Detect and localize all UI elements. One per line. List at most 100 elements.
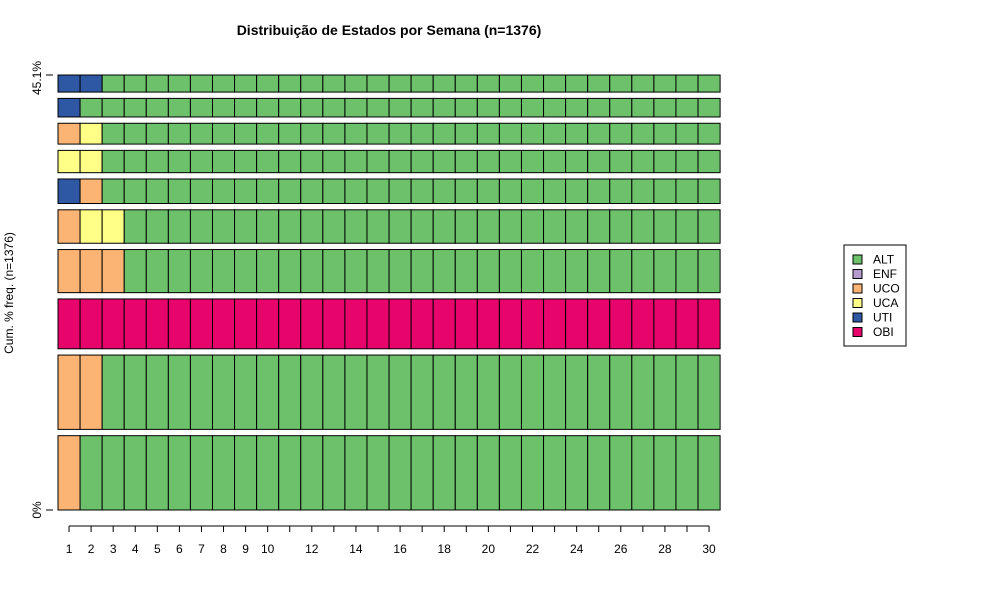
bar-segment-alt [322,435,346,511]
bar-segment-alt [211,435,236,511]
bar-segment-alt [256,209,280,244]
bar-segment-alt [300,97,324,118]
bar-segment-alt [697,249,721,294]
bar-segment-alt [167,149,191,174]
bar-segment-alt [278,209,302,244]
bar-segment-alt [189,249,213,294]
legend-item-uco: UCO [852,282,900,296]
bar-segment-uti [57,178,81,205]
bar-segment-alt [631,249,655,294]
bar-segment-obi [211,298,236,350]
bar-segment-obi [520,298,545,350]
bar-segment-alt [101,178,125,205]
bar-segment-obi [189,298,213,350]
bar-segment-uco [57,209,81,244]
x-tick-label: 18 [438,542,452,556]
bar-segment-alt [256,249,280,294]
bar-segment-alt [697,122,721,145]
bar-segment-alt [300,122,324,145]
bar-segment-alt [565,149,589,174]
bar-segment-alt [278,122,302,145]
bar-segment-obi [234,298,258,350]
bar-segment-alt [432,354,456,430]
bar-segment-alt [123,97,147,118]
bar-segment-alt [410,249,434,294]
bar-segment-alt [366,249,390,294]
bar-segment-alt [432,97,456,118]
bar-segment-alt [675,249,699,294]
bar-segment-obi [388,298,412,350]
bar-segment-alt [454,122,478,145]
legend-swatch [852,254,863,265]
bar-segment-alt [278,435,302,511]
bar-segment-alt [476,74,500,93]
bar-segment-obi [79,298,103,350]
bar-segment-obi [123,298,147,350]
legend-swatch [852,312,863,323]
bar-segment-alt [145,209,169,244]
bar-segment-uco [57,354,81,430]
bar-segment-obi [366,298,390,350]
bar-segment-obi [278,298,302,350]
bar-segment-alt [366,122,390,145]
bar-segment-alt [520,209,545,244]
bar-segment-alt [565,122,589,145]
legend-item-obi: OBI [852,325,894,339]
bar-segment-alt [344,97,368,118]
bar-segment-alt [653,97,677,118]
bar-segment-alt [609,149,633,174]
bar-segment-alt [167,97,191,118]
bar-segment-alt [344,435,368,511]
bar-segment-alt [322,178,346,205]
bar-segment-alt [697,178,721,205]
bar-segment-alt [145,435,169,511]
sequence-row [57,249,721,294]
bar-segment-alt [476,149,500,174]
legend-label: OBI [873,325,894,339]
bar-segment-uti [57,74,81,93]
bar-segment-alt [543,74,567,93]
bar-segment-alt [520,435,545,511]
bar-segment-alt [697,149,721,174]
bar-segment-alt [543,249,567,294]
legend-item-uti: UTI [852,311,892,325]
bar-segment-alt [189,149,213,174]
bar-segment-alt [366,435,390,511]
bar-segment-alt [211,354,236,430]
bar-segment-alt [587,249,611,294]
bar-segment-alt [344,149,368,174]
bar-segment-alt [565,354,589,430]
bar-segment-alt [653,149,677,174]
bar-segment-alt [543,122,567,145]
x-tick-label: 26 [614,542,628,556]
bar-segment-alt [344,249,368,294]
bar-segment-alt [123,209,147,244]
y-axis-label: Cum. % freq. (n=1376) [2,232,16,354]
bar-segment-alt [145,178,169,205]
bar-segment-alt [256,97,280,118]
bar-segment-alt [123,74,147,93]
bar-segment-alt [520,178,545,205]
sequence-row [57,149,721,174]
bar-segment-alt [145,122,169,145]
bar-segment-uco [57,122,81,145]
bar-segment-alt [366,74,390,93]
legend-label: UTI [873,311,892,325]
bar-segment-alt [256,435,280,511]
bar-segment-alt [454,435,478,511]
bar-segment-alt [410,122,434,145]
bar-segment-alt [432,435,456,511]
bar-segment-alt [388,209,412,244]
bar-segment-alt [498,122,522,145]
bar-segment-uca [79,122,103,145]
bar-segment-alt [388,249,412,294]
bar-segment-alt [344,354,368,430]
bar-segment-obi [476,298,500,350]
bar-segment-alt [234,122,258,145]
sequence-row [57,435,721,511]
bar-segment-uco [101,249,125,294]
y-axis: 0% 45.1% [30,61,53,519]
bar-segment-alt [234,209,258,244]
legend-label: ALT [873,253,895,267]
